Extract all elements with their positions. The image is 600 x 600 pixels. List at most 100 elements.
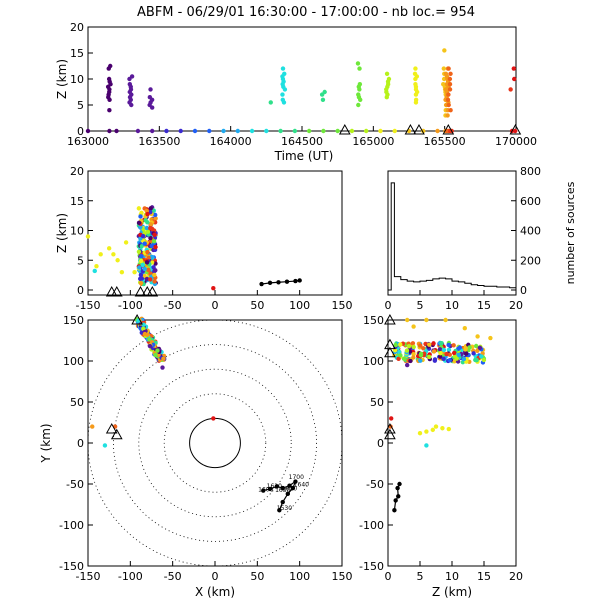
- y-tick-label: 600: [520, 195, 541, 208]
- track-point: [259, 281, 264, 287]
- station-marker: [384, 423, 396, 434]
- data-point: [145, 229, 151, 234]
- lightning-track: [263, 479, 297, 511]
- x-y-y-label: Y (km): [39, 423, 53, 463]
- data-point: [475, 334, 480, 339]
- x-tick-label: 0: [212, 570, 219, 583]
- y-tick-label: 20: [70, 21, 84, 34]
- z-y-x-ticks: 0 5 10 15 20: [385, 561, 523, 583]
- data-point: [152, 279, 157, 284]
- data-point: [446, 347, 452, 353]
- track-point: [297, 278, 302, 283]
- y-tick-label: 800: [520, 165, 541, 178]
- data-point: [102, 443, 108, 448]
- data-point: [447, 82, 453, 87]
- data-point: [142, 241, 147, 246]
- data-point: [123, 240, 129, 245]
- data-point: [143, 218, 148, 223]
- data-point: [280, 97, 285, 103]
- data-point: [106, 76, 112, 82]
- data-point: [447, 357, 453, 363]
- data-point: [138, 272, 144, 278]
- data-point: [441, 76, 447, 82]
- track-time-label: 1530: [277, 505, 292, 512]
- time-height-x-label: Time (UT): [274, 149, 334, 163]
- x-tick-label: 15: [477, 299, 491, 312]
- data-point: [444, 351, 449, 357]
- x-tick-label: 150: [332, 570, 353, 583]
- y-tick-label: 15: [70, 195, 84, 208]
- x-tick-label: 15: [477, 570, 491, 583]
- ground-point: [335, 128, 340, 134]
- y-tick-label: -100: [359, 519, 384, 532]
- x-y-y-ticks: -150 -100 -50 0 50 100 150: [59, 314, 93, 573]
- data-point: [152, 272, 157, 278]
- x-tick-label: 100: [289, 299, 310, 312]
- track-point: [287, 483, 292, 488]
- x-z-points: [85, 205, 302, 297]
- data-point: [147, 95, 153, 100]
- ground-point: [150, 128, 155, 134]
- data-point: [411, 324, 416, 329]
- x-tick-label: 163500: [138, 135, 180, 148]
- data-point: [439, 341, 444, 346]
- x-z-panel: 0 5 10 15 20 -150 -100 -50 0 50 100 150 Z (km): [55, 165, 353, 312]
- x-tick-label: 163000: [67, 135, 109, 148]
- station-marker: [509, 123, 522, 135]
- station-marker: [384, 346, 396, 358]
- data-point: [111, 252, 116, 257]
- data-point: [138, 214, 143, 219]
- y-tick-label: 100: [63, 355, 84, 368]
- data-point: [139, 276, 144, 281]
- data-point: [138, 225, 143, 230]
- track-point: [290, 485, 296, 491]
- station-marker: [384, 313, 396, 325]
- data-point: [356, 92, 361, 97]
- data-point: [115, 258, 120, 263]
- x-tick-label: 10: [445, 570, 459, 583]
- ground-point: [207, 128, 212, 134]
- data-point: [136, 220, 142, 226]
- data-point: [280, 92, 285, 97]
- histogram-y-label: number of sources: [564, 181, 577, 284]
- x-tick-label: -150: [76, 299, 101, 312]
- track-point: [277, 508, 282, 513]
- data-point: [411, 351, 416, 357]
- data-point: [418, 358, 423, 363]
- x-y-frame: [87, 319, 343, 567]
- z-y-panel: -150 -100 -50 0 50 100 150 0 5 10 15 20 Z (km): [359, 313, 523, 599]
- data-point: [153, 244, 158, 250]
- y-tick-label: 20: [70, 165, 84, 178]
- ground-point: [107, 128, 112, 134]
- y-tick-label: 150: [63, 314, 84, 327]
- data-point: [446, 92, 451, 97]
- data-point: [508, 87, 513, 92]
- data-point: [389, 416, 394, 421]
- data-point: [413, 82, 418, 87]
- y-tick-label: 0: [77, 284, 84, 297]
- y-tick-label: -100: [59, 519, 84, 532]
- data-point: [433, 424, 439, 429]
- data-point: [129, 74, 135, 79]
- track-point: [280, 485, 285, 491]
- histogram-panel: 0 200 400 600 800 0 5 10 15 20 number of sources: [385, 165, 578, 312]
- data-point: [280, 66, 286, 71]
- data-point: [432, 357, 438, 362]
- data-point: [421, 346, 426, 351]
- y-tick-label: -150: [59, 560, 84, 573]
- x-tick-label: 165500: [424, 135, 466, 148]
- data-point: [445, 113, 450, 118]
- data-point: [446, 102, 451, 108]
- data-point: [161, 356, 166, 361]
- data-point: [401, 356, 407, 361]
- data-point: [512, 76, 517, 82]
- data-point: [139, 244, 144, 249]
- data-point: [356, 102, 361, 108]
- y-tick-label: 10: [70, 73, 84, 86]
- track-point: [395, 485, 400, 491]
- ground-point: [164, 128, 169, 134]
- station-marker: [105, 423, 118, 434]
- track-point: [397, 481, 402, 487]
- track-point: [274, 484, 280, 489]
- data-point: [153, 268, 158, 273]
